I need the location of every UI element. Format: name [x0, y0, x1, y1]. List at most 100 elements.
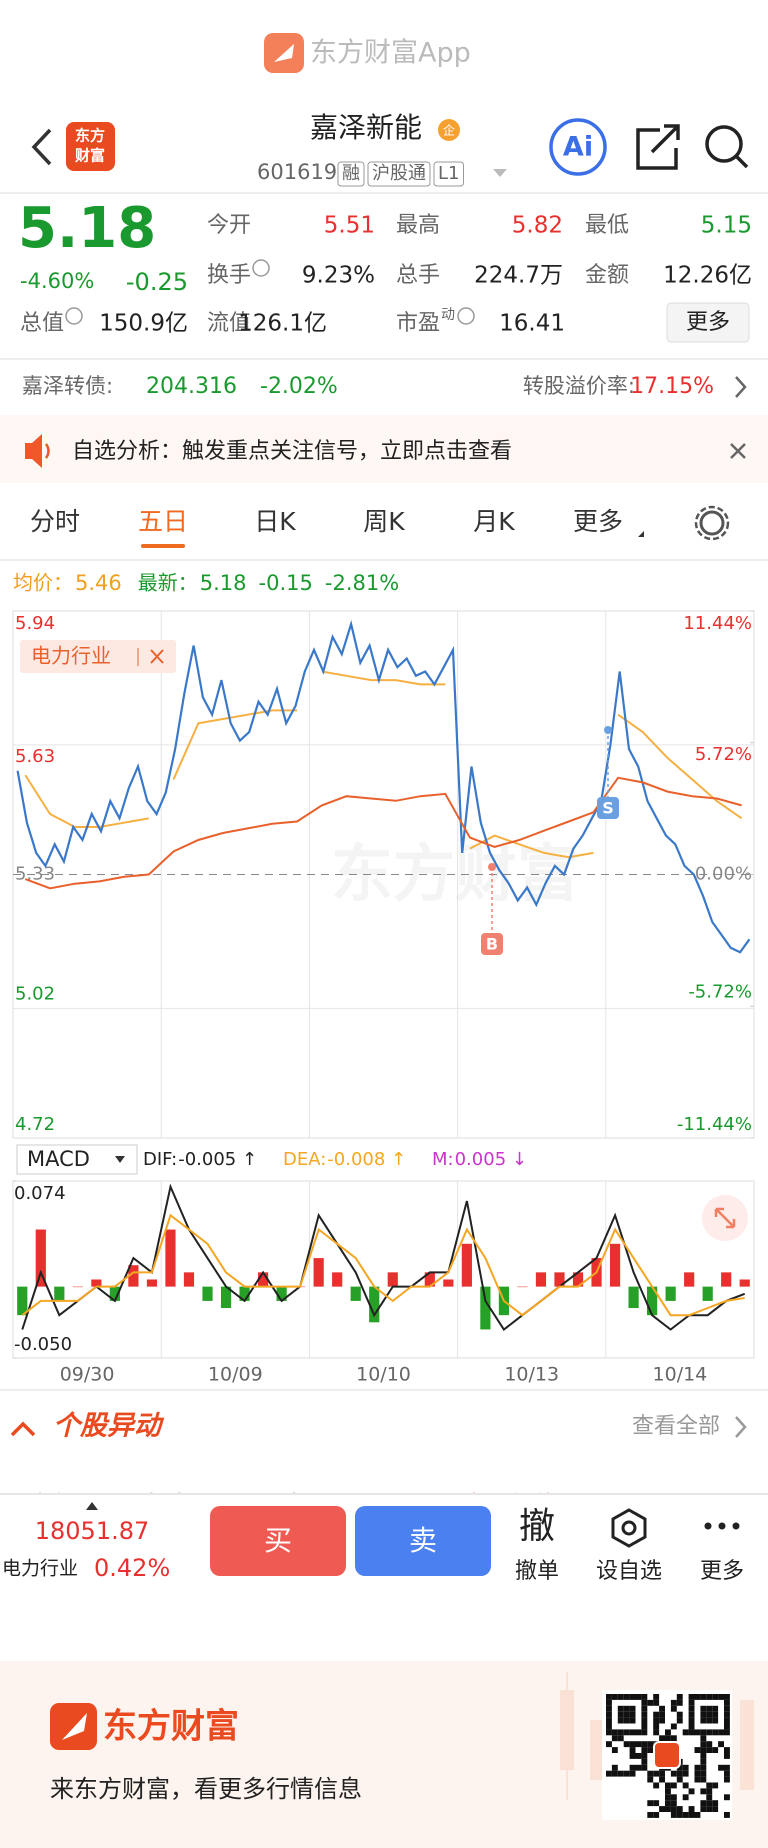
field-value: 5.15 [701, 213, 752, 239]
settings-icon[interactable] [699, 510, 725, 536]
stock-tag: L1 [438, 163, 459, 184]
y2-tick-label: 11.44% [683, 613, 752, 634]
macd-bar [202, 1286, 213, 1301]
series-line [16, 619, 751, 954]
collapse-icon[interactable] [10, 1421, 36, 1437]
qr-cell [688, 1723, 695, 1730]
qr-cell [712, 1694, 719, 1700]
more-dot [704, 1522, 712, 1530]
macd-bar [517, 1286, 528, 1288]
tab[interactable]: 分时 [30, 507, 80, 536]
qr-cell [670, 1812, 677, 1818]
qr-cell [688, 1699, 695, 1706]
qr-cell [700, 1764, 707, 1771]
macd-bar [535, 1272, 547, 1287]
buy-button[interactable] [210, 1506, 346, 1576]
tab[interactable]: 日K [254, 507, 296, 536]
section-link[interactable]: 查看全部 [632, 1414, 720, 1439]
series-tag-close[interactable] [150, 649, 164, 664]
qr-cell [706, 1747, 713, 1753]
qr-cell [659, 1770, 665, 1777]
qr-cell [718, 1729, 724, 1736]
qr-cell [706, 1788, 713, 1795]
legend-name: 均价： [13, 571, 73, 595]
stock-tag-box [367, 161, 431, 187]
field-value: 16.41 [499, 311, 565, 337]
field-value: 9.23% [302, 263, 375, 289]
qr-cell [712, 1782, 719, 1789]
qr-cell [688, 1694, 695, 1700]
macd-bar [91, 1279, 102, 1287]
badge [438, 119, 460, 141]
search-button[interactable] [705, 125, 743, 163]
watchlist-icon[interactable] [611, 1508, 647, 1548]
tab[interactable]: 更多 [573, 507, 623, 536]
qr-cell [706, 1806, 713, 1812]
qr-cell [653, 1800, 660, 1807]
notice-bar[interactable] [0, 415, 768, 483]
footer-logo-mark [62, 1713, 87, 1740]
qr-cell [606, 1699, 612, 1706]
qr-cell [629, 1694, 636, 1700]
dropdown[interactable] [493, 169, 507, 177]
tab[interactable]: 月K [473, 507, 515, 536]
qr-cell [724, 1723, 730, 1730]
stock-tag-box [337, 161, 365, 187]
qr-cell [670, 1794, 677, 1801]
macd-legend-name: DEA: [283, 1149, 326, 1170]
y2-tick-label: 0.00% [695, 864, 752, 885]
back-button[interactable] [31, 128, 52, 166]
qr-cell [712, 1711, 719, 1718]
qr-cell [629, 1764, 636, 1771]
stock-tag: 沪股通 [372, 163, 426, 184]
macd-bar [702, 1286, 713, 1301]
ai-button[interactable] [549, 118, 607, 176]
macd-bar [461, 1243, 472, 1287]
qr-cell [623, 1717, 630, 1724]
qr-cell [706, 1782, 713, 1789]
chevron[interactable] [735, 376, 747, 398]
qr-cell [712, 1747, 719, 1753]
qr-cell [629, 1753, 636, 1759]
qr-cell [706, 1694, 713, 1700]
qr-cell [700, 1747, 707, 1753]
qr-cell [611, 1729, 618, 1736]
qr-cell [682, 1812, 689, 1818]
share-button[interactable] [636, 124, 680, 170]
info-icon [457, 307, 475, 325]
qr-cell [665, 1729, 671, 1736]
close-notice[interactable] [730, 443, 746, 459]
qr-cell [641, 1758, 648, 1765]
qr-cell [700, 1753, 707, 1759]
bond-value: 204.316 [146, 374, 237, 399]
qr-cell [676, 1812, 683, 1818]
y-tick-label: 4.72 [15, 1114, 55, 1135]
action-label[interactable]: 设自选 [596, 1559, 662, 1584]
qr-cell [635, 1764, 642, 1771]
qr-cell [653, 1770, 660, 1777]
x-tick-label: 10/09 [208, 1364, 263, 1386]
qr-cell [665, 1800, 671, 1807]
settings-icon-outer [694, 505, 730, 541]
watchlist-icon-dot [621, 1520, 637, 1536]
qr-cell [670, 1800, 677, 1807]
qr-cell [682, 1770, 689, 1777]
macd-select[interactable] [16, 1144, 138, 1175]
tab[interactable]: 周K [363, 507, 405, 536]
macd-bar [350, 1286, 361, 1301]
x-tick-label: 10/13 [504, 1364, 559, 1386]
macd-select-text: MACD [27, 1147, 90, 1171]
tab[interactable]: 五日 [138, 507, 188, 536]
field-value: 5.82 [512, 213, 563, 239]
sell-button[interactable] [355, 1506, 491, 1576]
qr-cell [629, 1717, 636, 1724]
qr-cell [724, 1794, 730, 1801]
action-label[interactable]: 撤单 [515, 1559, 559, 1584]
field-label: 最低 [585, 213, 629, 238]
macd-bar [369, 1286, 380, 1323]
more-button[interactable] [666, 302, 750, 343]
qr-cell [676, 1717, 683, 1724]
action-label[interactable]: 更多 [700, 1559, 744, 1584]
qr-cell [659, 1806, 665, 1812]
cancel-icon[interactable]: 撤 [519, 1506, 555, 1547]
